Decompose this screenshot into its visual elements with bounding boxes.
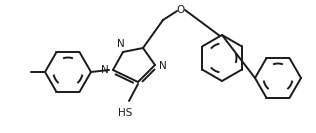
Text: N: N xyxy=(101,65,109,75)
Text: N: N xyxy=(117,39,125,49)
Text: N: N xyxy=(159,61,167,71)
Text: HS: HS xyxy=(118,108,132,118)
Text: O: O xyxy=(177,5,185,15)
